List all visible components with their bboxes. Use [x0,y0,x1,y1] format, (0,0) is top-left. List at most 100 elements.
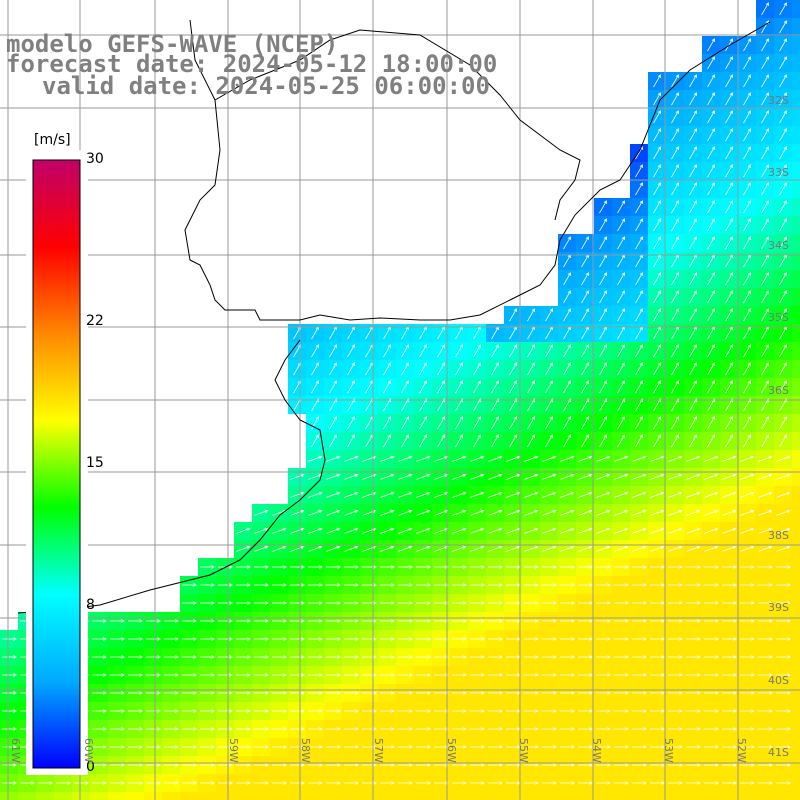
wind-arrow [488,473,503,480]
wind-arrow [614,763,629,767]
colorbar-tick-label: 30 [86,151,104,167]
wind-arrow [542,545,557,552]
wind-arrow [545,362,553,376]
wind-arrow [308,509,323,516]
wind-arrow [347,416,355,430]
wind-arrow [740,473,755,480]
wind-arrow [740,655,755,659]
wind-arrow [524,691,539,695]
wind-arrow [686,455,701,462]
wind-arrow [632,709,647,713]
wind-cell [792,666,800,684]
wind-cell [792,684,800,702]
wind-arrow [128,619,143,623]
wind-arrow [380,491,395,498]
wind-cell [36,792,54,800]
wind-arrow [653,308,661,322]
wind-cell [126,792,144,800]
wind-arrow [776,583,791,587]
wind-arrow [761,164,769,178]
wind-arrow [779,218,787,232]
wind-arrow [761,380,769,394]
wind-arrow [398,509,413,516]
wind-arrow [383,434,391,448]
wind-arrow [488,491,503,498]
wind-arrow [704,727,719,731]
wind-arrow [419,416,427,430]
wind-arrow [272,565,287,569]
wind-arrow [470,619,485,623]
wind-arrow [527,344,535,358]
wind-arrow [524,745,539,749]
wind-arrow [614,455,629,462]
wind-arrow [311,416,319,430]
wind-arrow [542,583,557,587]
wind-arrow [527,434,535,448]
wind-arrow [509,434,517,448]
wind-arrow [416,637,431,641]
wind-arrow [779,200,787,214]
wind-arrow [761,74,769,88]
wind-arrow [326,583,341,587]
wind-arrow [668,545,683,552]
wind-arrow [272,619,287,623]
wind-arrow [416,527,431,534]
wind-arrow [650,763,665,767]
wind-arrow [653,200,661,214]
wind-arrow [632,545,647,552]
wind-arrow [704,601,719,605]
wind-arrow [182,781,197,785]
wind-arrow [254,565,269,569]
wind-arrow [182,637,197,641]
wind-arrow [452,473,467,480]
wind-arrow [560,527,575,534]
wind-arrow [578,565,593,569]
wind-arrow [743,164,751,178]
wind-arrow [617,272,625,286]
longitude-label: 57W [372,738,385,763]
wind-arrow [128,745,143,749]
wind-arrow [650,565,665,569]
wind-arrow [437,416,445,430]
wind-arrow [470,727,485,731]
wind-cell [342,792,360,800]
wind-arrow [740,709,755,713]
wind-arrow [380,673,395,677]
wind-arrow [455,416,463,430]
wind-arrow [452,655,467,659]
wind-arrow [308,619,323,623]
wind-arrow [722,673,737,677]
wind-arrow [488,745,503,749]
wind-arrow [671,200,679,214]
wind-arrow [617,362,625,376]
wind-cell [306,792,324,800]
wind-arrow [326,473,341,480]
wind-cell [792,612,800,630]
wind-arrow [434,727,449,731]
wind-arrow [725,92,733,106]
wind-arrow [344,637,359,641]
wind-arrow [401,344,409,358]
wind-arrow [596,763,611,767]
wind-arrow [542,509,557,516]
wind-arrow [689,146,697,160]
wind-arrow [146,655,161,659]
wind-arrow [452,781,467,785]
wind-arrow [488,709,503,713]
wind-arrow [578,655,593,659]
wind-arrow [722,655,737,659]
wind-arrow [254,601,269,605]
wind-arrow [329,362,337,376]
wind-arrow [707,272,715,286]
wind-arrow [704,545,719,552]
wind-arrow [668,565,683,569]
wind-arrow [398,491,413,498]
wind-cell [360,792,378,800]
wind-arrow [452,491,467,498]
wind-arrow [779,74,787,88]
wind-arrow [758,455,773,462]
wind-arrow [689,272,697,286]
wind-arrow [761,272,769,286]
wind-arrow [452,745,467,749]
wind-arrow [542,491,557,498]
